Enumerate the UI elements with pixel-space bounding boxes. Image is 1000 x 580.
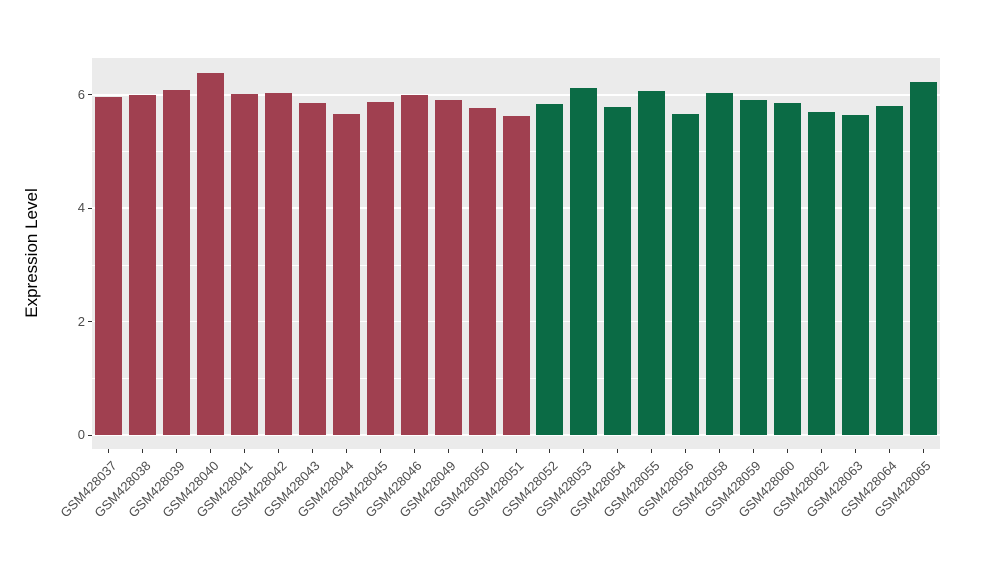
x-tick-label-text: GSM428059 [701, 458, 765, 521]
bar-GSM428049 [434, 100, 462, 435]
x-tick-mark [142, 449, 144, 453]
x-tick-mark [108, 449, 110, 453]
x-tick-label-text: GSM428043 [260, 458, 324, 521]
x-tick-label-text: GSM428053 [532, 458, 595, 521]
y-tick-label: 0 [77, 427, 85, 442]
x-tick-mark [888, 449, 890, 453]
x-tick-label-text: GSM428040 [159, 458, 222, 521]
x-tick-label-text: GSM428056 [633, 458, 697, 521]
bar-GSM428053 [570, 88, 598, 435]
bar-GSM428056 [672, 113, 700, 435]
x-tick-label-text: GSM428064 [837, 458, 900, 521]
bar-GSM428059 [739, 100, 767, 435]
y-tick-label: 2 [77, 313, 85, 329]
x-tick-mark [413, 449, 415, 453]
x-tick-label-text: GSM428038 [91, 458, 154, 521]
x-tick-mark [244, 449, 246, 453]
x-tick-mark [311, 449, 313, 453]
x-tick-label-text: GSM428065 [871, 458, 934, 521]
x-tick-mark [176, 449, 178, 453]
x-tick-label-text: GSM428039 [125, 458, 188, 521]
x-tick-label-text: GSM428050 [430, 458, 493, 521]
bar-GSM428041 [231, 93, 259, 435]
x-tick-mark [379, 449, 381, 453]
x-tick-label-text: GSM428060 [735, 458, 798, 521]
x-tick-mark [922, 449, 924, 453]
x-tick-mark [515, 449, 517, 453]
gridline-major [92, 434, 940, 436]
x-tick-label-text: GSM428054 [566, 458, 629, 521]
chart-panel [92, 58, 940, 449]
x-tick-mark [854, 449, 856, 453]
bar-GSM428046 [400, 94, 428, 435]
bar-GSM428058 [706, 92, 734, 435]
x-tick-label-text: GSM428045 [328, 458, 391, 521]
bar-GSM428038 [129, 95, 157, 435]
y-tick-label: 4 [77, 200, 85, 216]
bar-GSM428054 [604, 106, 632, 435]
y-tick-label: 6 [77, 86, 85, 102]
x-tick-label-text: GSM428044 [294, 458, 357, 521]
x-tick-mark [685, 449, 687, 453]
x-tick-mark [786, 449, 788, 453]
x-tick-mark [651, 449, 653, 453]
bar-GSM428062 [807, 112, 835, 435]
gridline-major [92, 94, 940, 96]
x-tick-mark [820, 449, 822, 453]
x-tick-mark [210, 449, 212, 453]
x-tick-mark [481, 449, 483, 453]
bar-GSM428063 [841, 114, 869, 435]
x-tick-label-text: GSM428037 [57, 458, 120, 521]
bar-GSM428043 [298, 103, 326, 435]
x-tick-mark [345, 449, 347, 453]
x-tick-mark [752, 449, 754, 453]
y-axis-title: Expression Level [22, 188, 41, 318]
x-tick-mark [583, 449, 585, 453]
x-tick-mark [617, 449, 619, 453]
x-tick-label-text: GSM428042 [226, 458, 290, 521]
bar-GSM428045 [366, 101, 394, 435]
x-tick-label-text: GSM428063 [803, 458, 866, 521]
bar-GSM428039 [163, 90, 191, 435]
x-tick-label-text: GSM428058 [667, 458, 731, 521]
bar-GSM428064 [875, 105, 903, 435]
x-tick-mark [549, 449, 551, 453]
bar-GSM428051 [502, 116, 530, 435]
x-tick-label-text: GSM428055 [600, 458, 663, 521]
x-tick-label-text: GSM428062 [769, 458, 832, 521]
x-tick-label-text: GSM428049 [396, 458, 459, 521]
bar-GSM428044 [332, 113, 360, 435]
bar-GSM428042 [265, 93, 293, 435]
x-tick-label-text: GSM428046 [362, 458, 425, 521]
bar-GSM428052 [536, 104, 564, 435]
bar-GSM428050 [468, 107, 496, 435]
bar-GSM428037 [95, 96, 123, 435]
x-tick-label-text: GSM428051 [464, 458, 527, 521]
x-tick-label-text: GSM428041 [193, 458, 256, 521]
x-tick-mark [278, 449, 280, 453]
bar-GSM428060 [773, 102, 801, 435]
x-tick-label-text: GSM428052 [498, 458, 561, 521]
bar-GSM428065 [909, 82, 937, 435]
x-tick-mark [447, 449, 449, 453]
bar-GSM428040 [197, 73, 225, 435]
x-tick-mark [719, 449, 721, 453]
bar-GSM428055 [638, 91, 666, 435]
